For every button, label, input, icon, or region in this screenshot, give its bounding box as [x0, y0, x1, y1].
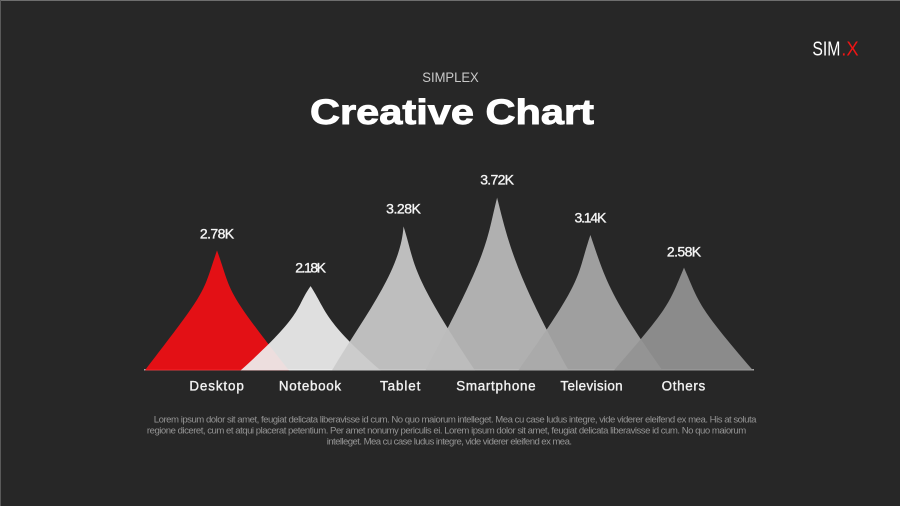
svg-text:Television: Television [560, 378, 622, 393]
svg-text:3.28K: 3.28K [386, 201, 421, 217]
svg-text:3.72K: 3.72K [480, 171, 514, 187]
svg-text:Lorem ipsum dolor sit amet, fe: Lorem ipsum dolor sit amet, feugiat deli… [154, 414, 757, 425]
svg-text:Tablet: Tablet [380, 378, 421, 393]
svg-text:Creative Chart: Creative Chart [310, 92, 594, 132]
svg-text:Others: Others [662, 378, 706, 393]
svg-text:.X: .X [841, 38, 859, 61]
svg-text:Notebook: Notebook [279, 378, 341, 393]
svg-text:intelleget. Mea cu case ludus: intelleget. Mea cu case ludus integre, v… [327, 437, 572, 448]
svg-text:Smartphone: Smartphone [456, 378, 535, 393]
svg-text:3.14K: 3.14K [575, 210, 607, 226]
svg-text:2.58K: 2.58K [667, 243, 702, 259]
svg-text:SIMPLEX: SIMPLEX [422, 70, 479, 85]
svg-text:2.78K: 2.78K [200, 226, 235, 242]
svg-text:regione diceret, cum et atqui: regione diceret, cum et atqui placerat p… [147, 426, 746, 437]
svg-text:2.18K: 2.18K [295, 259, 326, 275]
svg-text:Desktop: Desktop [189, 378, 244, 393]
svg-text:SIM: SIM [812, 38, 840, 61]
